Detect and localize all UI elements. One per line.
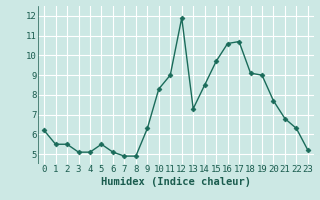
X-axis label: Humidex (Indice chaleur): Humidex (Indice chaleur) — [101, 177, 251, 187]
